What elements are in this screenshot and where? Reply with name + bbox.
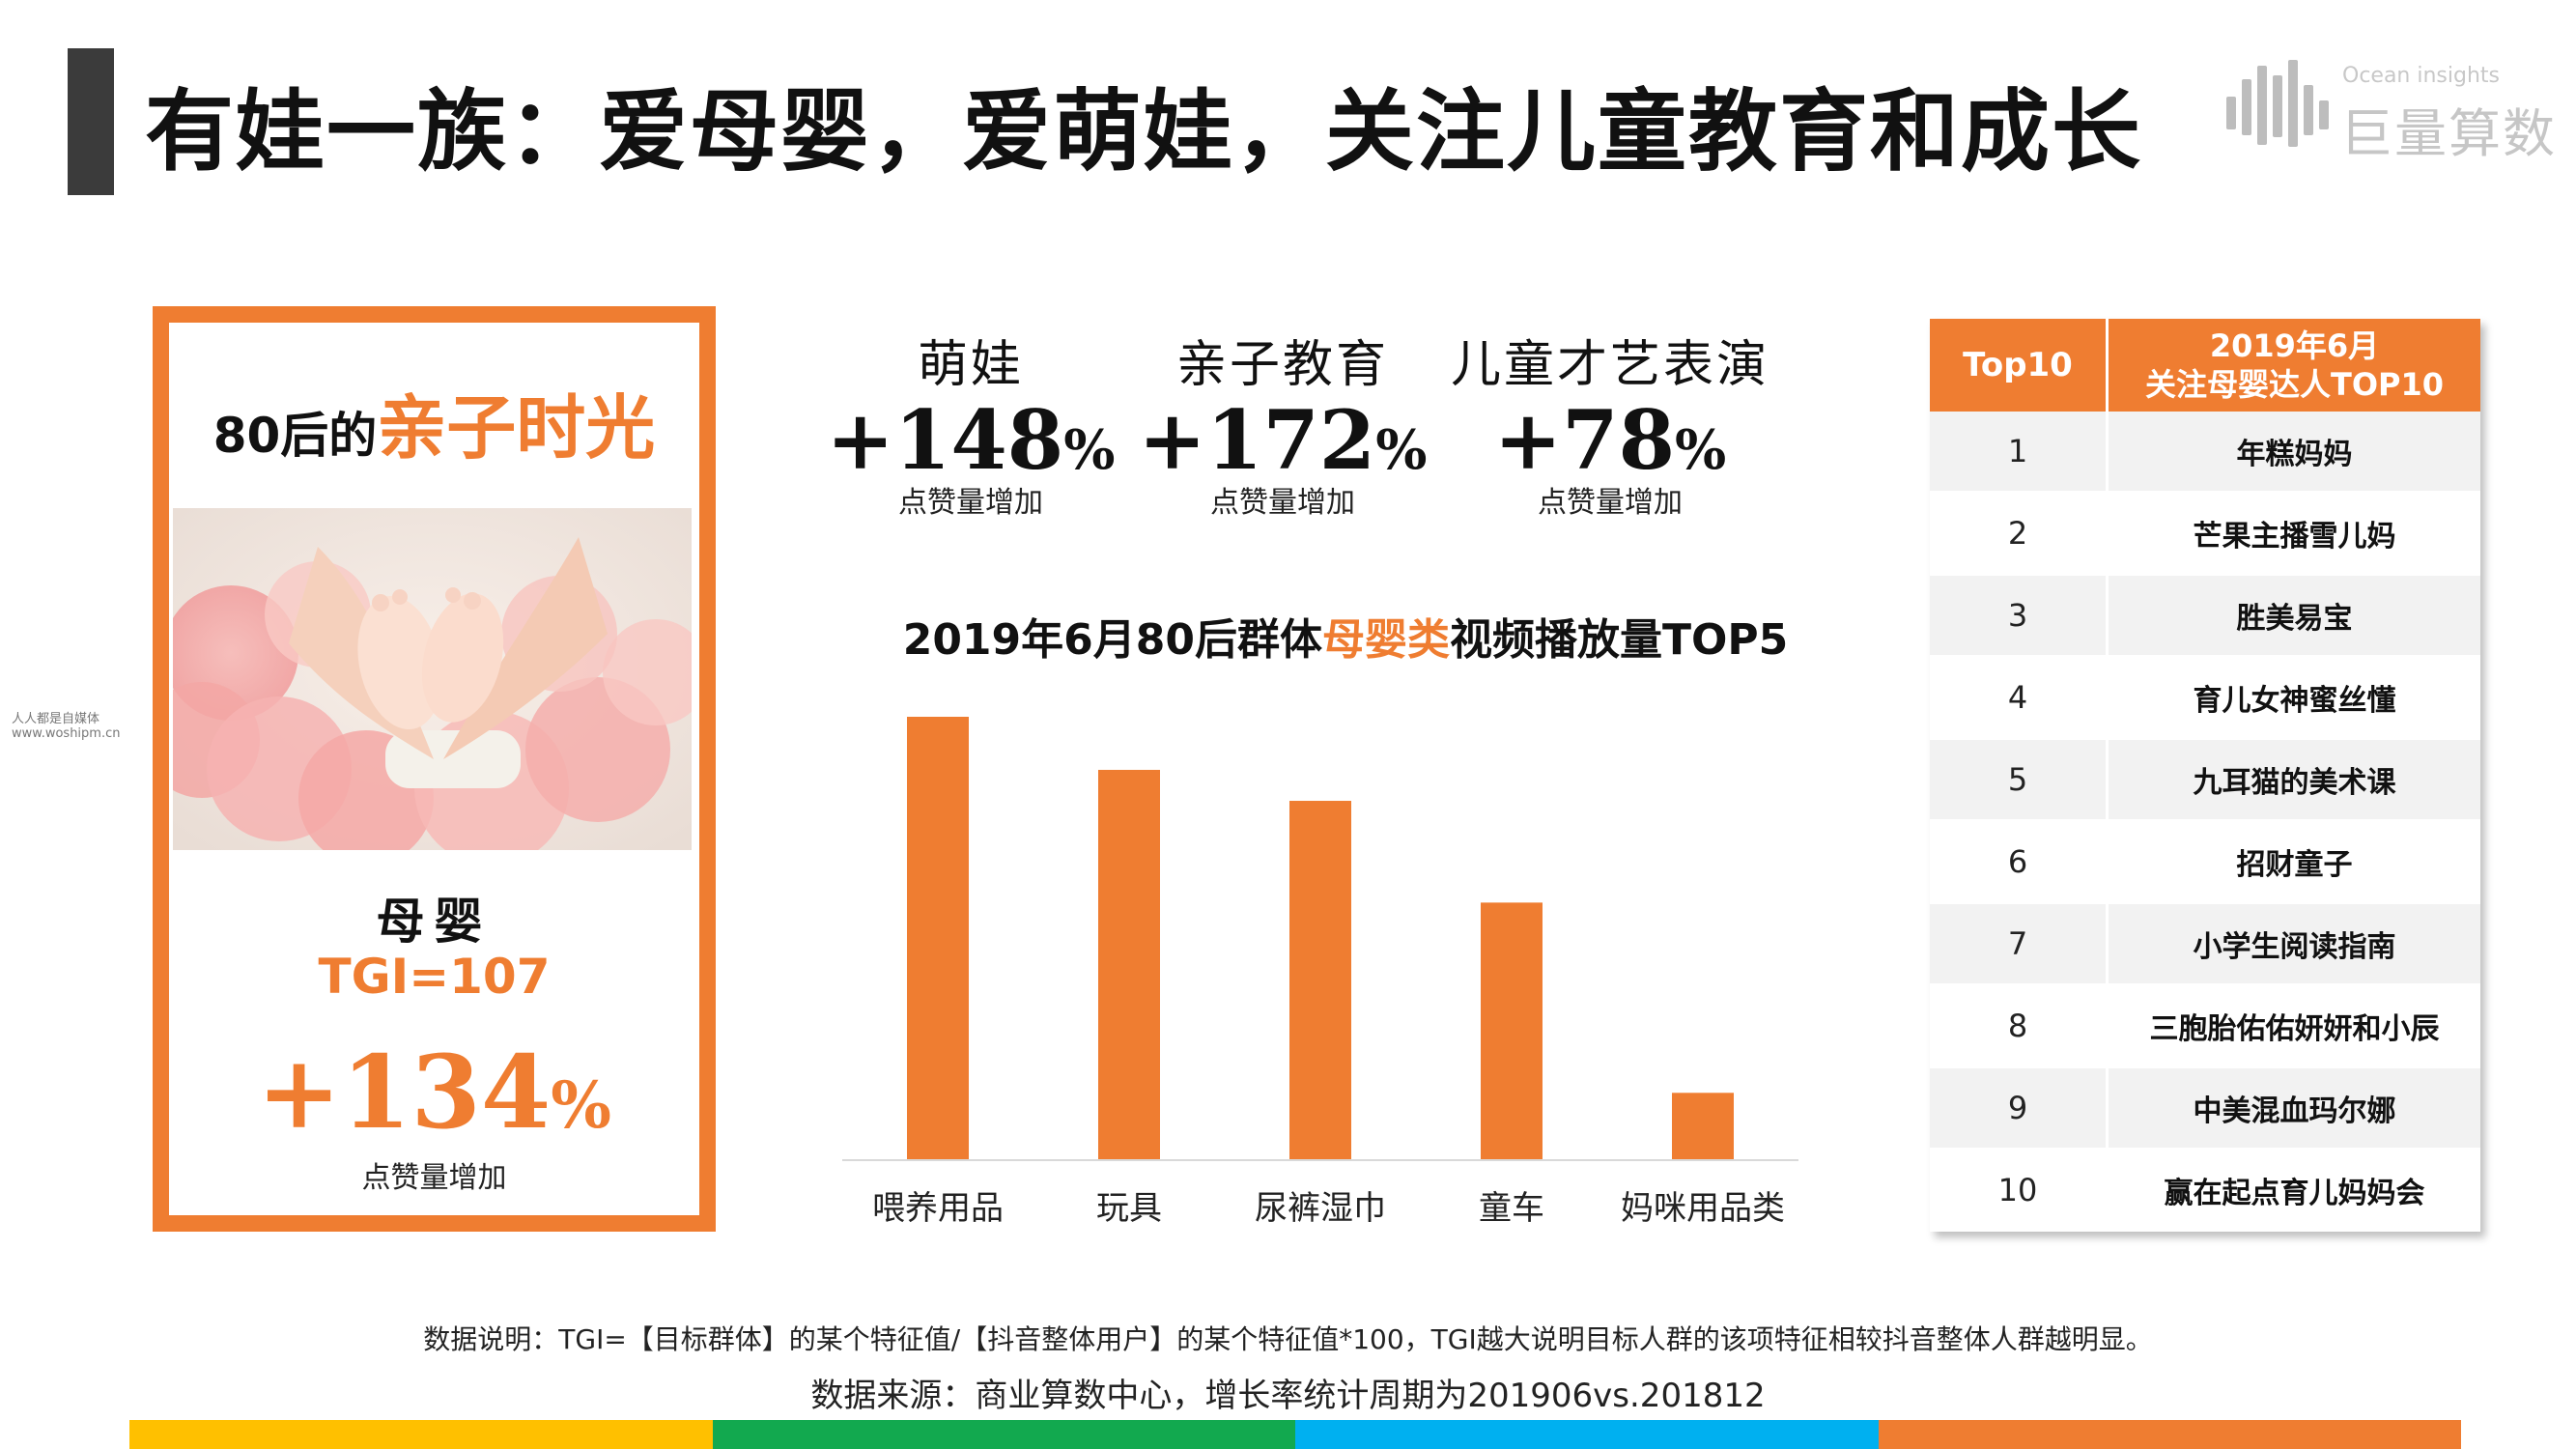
row-rank: 9	[2007, 1090, 2028, 1126]
stat-growth-unit: %	[1675, 418, 1727, 482]
stat-label: 点赞量增加	[1210, 486, 1355, 520]
bar-1	[907, 717, 969, 1159]
card-tgi: TGI=107	[318, 949, 551, 1005]
row-influencer: 小学生阅读指南	[2193, 930, 2396, 964]
stat-growth-unit: %	[1375, 418, 1428, 482]
row-influencer: 育儿女神蜜丝懂	[2193, 684, 2396, 718]
card-heading: 80后的亲子时光	[169, 371, 699, 472]
row-rank: 2	[2007, 515, 2028, 552]
footer-color-bar	[129, 1420, 2461, 1449]
bar-chart: 喂养用品 玩具 尿裤湿巾 童车 妈咪用品类	[842, 717, 1798, 1228]
stat-name: 萌娃	[917, 336, 1024, 394]
chart-title-prefix: 2019年6月80后群体	[902, 615, 1323, 665]
table-row: 7 小学生阅读指南	[1930, 904, 2480, 983]
card-growth-label: 点赞量增加	[361, 1161, 507, 1195]
stat-label: 点赞量增加	[1538, 486, 1683, 520]
chart-title: 2019年6月80后群体母婴类视频播放量TOP5	[833, 605, 1858, 667]
x-tick-label: 童车	[1479, 1189, 1544, 1228]
row-influencer: 三胞胎佑佑妍妍和小辰	[2149, 1012, 2440, 1046]
table-row: 1 年糕妈妈	[1930, 412, 2480, 491]
watermark-line2: www.woshipm.cn	[12, 726, 121, 741]
stat-growth: +148%	[811, 392, 1130, 488]
stat-growth-number: +172	[1138, 392, 1376, 488]
parenting-card: 80后的亲子时光	[153, 306, 716, 1232]
row-influencer: 芒果主播雪儿妈	[2193, 520, 2396, 554]
stat-growth-unit: %	[1063, 418, 1116, 482]
row-rank: 1	[2007, 433, 2028, 469]
row-rank: 10	[1997, 1172, 2038, 1208]
stat-growth: +78%	[1451, 392, 1769, 488]
card-heading-prefix: 80后的	[212, 408, 378, 464]
card-growth: +134%	[169, 1033, 699, 1151]
stat-growth-number: +148	[826, 392, 1064, 488]
data-source: 数据来源：商业算数中心，增长率统计周期为201906vs.201812	[810, 1377, 1766, 1415]
table-header	[1930, 319, 2480, 412]
row-influencer: 赢在起点育儿妈妈会	[2164, 1177, 2425, 1210]
table-row: 4 育儿女神蜜丝懂	[1930, 658, 2480, 737]
bar-5	[1672, 1093, 1734, 1159]
bar-4	[1481, 902, 1543, 1159]
stat-cute-baby: 萌娃 +148% 点赞量增加	[811, 324, 1130, 521]
top10-table: Top10 2019年6月 关注母婴达人TOP10 1 年糕妈妈 2 芒果主播雪儿妈…	[1930, 319, 2480, 1232]
card-growth-number: +134	[257, 1033, 552, 1151]
logo-bars-icon	[2226, 58, 2333, 155]
baby-feet-image	[173, 508, 692, 850]
table-header-divider	[2106, 319, 2109, 412]
row-rank: 5	[2007, 761, 2028, 798]
stat-growth-number: +78	[1493, 392, 1676, 488]
stat-child-talent: 儿童才艺表演 +78% 点赞量增加	[1451, 324, 1769, 521]
row-influencer: 年糕妈妈	[2236, 438, 2353, 471]
stat-name: 儿童才艺表演	[1451, 336, 1770, 394]
table-row: 5 九耳猫的美术课	[1930, 740, 2480, 819]
row-rank: 4	[2007, 679, 2028, 716]
table-header-title: 2019年6月 关注母婴达人TOP10	[2109, 319, 2480, 412]
logo-chinese-text: 巨量算数	[2340, 103, 2557, 164]
stat-growth: +172%	[1123, 392, 1442, 488]
watermark: 人人都是自媒体 www.woshipm.cn	[12, 712, 120, 741]
row-influencer: 招财童子	[2236, 848, 2353, 882]
card-category: 母婴	[376, 894, 493, 950]
footer-segment-orange	[1878, 1420, 2461, 1449]
card-growth-unit: %	[551, 1067, 611, 1143]
row-rank: 3	[2007, 597, 2028, 634]
title-accent-bar	[68, 48, 114, 195]
stat-label: 点赞量增加	[898, 486, 1043, 520]
logo: Ocean insights 巨量算数	[2226, 58, 2555, 164]
bar-3	[1289, 801, 1351, 1159]
footer-segment-blue	[1295, 1420, 1879, 1449]
x-tick-label: 玩具	[1096, 1189, 1162, 1228]
baby-feet-photo	[173, 508, 692, 850]
chart-title-highlight: 母婴类	[1322, 615, 1451, 665]
x-tick-label: 喂养用品	[872, 1189, 1004, 1228]
bar-2	[1098, 769, 1160, 1159]
table-row: 2 芒果主播雪儿妈	[1930, 494, 2480, 573]
table-row: 10 赢在起点育儿妈妈会	[1930, 1151, 2480, 1230]
stat-name: 亲子教育	[1175, 336, 1389, 394]
x-tick-label: 尿裤湿巾	[1255, 1189, 1386, 1228]
row-influencer: 胜美易宝	[2236, 602, 2353, 636]
row-rank: 8	[2007, 1008, 2028, 1044]
footer-segment-green	[712, 1420, 1295, 1449]
chart-title-suffix: 视频播放量TOP5	[1450, 615, 1789, 665]
table-row: 3 胜美易宝	[1930, 576, 2480, 655]
table-row: 8 三胞胎佑佑妍妍和小辰	[1930, 986, 2480, 1065]
table-header-title-line2: 关注母婴达人TOP10	[2144, 366, 2445, 403]
table-row: 6 招财童子	[1930, 822, 2480, 901]
page-title: 有娃一族：爱母婴，爱萌娃，关注儿童教育和成长	[145, 80, 2143, 184]
stat-parenting-education: 亲子教育 +172% 点赞量增加	[1123, 324, 1442, 521]
table-header-title-line1: 2019年6月	[2209, 327, 2380, 364]
table-header-rank: Top10	[1963, 346, 2073, 384]
footer-segment-yellow	[129, 1420, 713, 1449]
row-rank: 6	[2007, 843, 2028, 880]
row-influencer: 九耳猫的美术课	[2193, 766, 2396, 800]
table-row: 9 中美混血玛尔娜	[1930, 1068, 2480, 1148]
row-influencer: 中美混血玛尔娜	[2193, 1094, 2396, 1128]
watermark-line1: 人人都是自媒体	[12, 712, 100, 726]
row-rank: 7	[2007, 925, 2028, 962]
x-tick-label: 妈咪用品类	[1621, 1189, 1785, 1228]
logo-english-text: Ocean insights	[2342, 64, 2500, 88]
card-heading-highlight: 亲子时光	[377, 387, 656, 469]
data-note: 数据说明：TGI=【目标群体】的某个特征值/【抖音整体用户】的某个特征值*100…	[423, 1323, 2153, 1355]
